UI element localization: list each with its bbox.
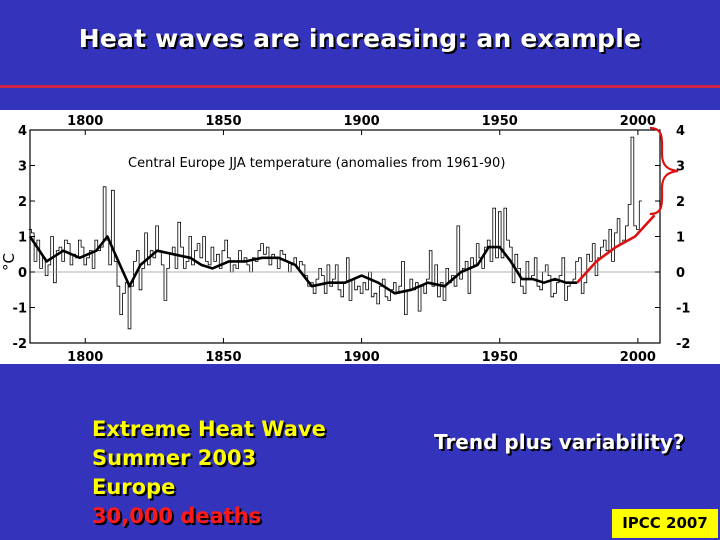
chart-panel: 1800 1800 1850 1850 1900 1900 1950 1950 2000 2000… [0,110,720,364]
y-tick-label-right: -1 [676,302,690,317]
y-tick-label-right: 3 [676,160,685,175]
trend-question: Trend plus variability? [434,430,685,454]
y-tick-label-right: 0 [676,266,685,281]
y-tick-label-left: 1 [18,231,27,246]
x-tick-label-top: 2000 [620,114,656,129]
trend-line [576,214,656,284]
slide-title: Heat waves are increasing: an example [78,24,642,53]
smoothed-series-line [28,235,578,295]
temperature-chart: 1800 1800 1850 1850 1900 1900 1950 1950 2000 2000… [0,114,691,364]
y-tick-label-right: -2 [676,337,690,352]
y-tick-label-right: 4 [676,124,685,139]
x-tick-label-bottom: 1850 [205,350,241,364]
heat-wave-line-1: Extreme Heat Wave [92,417,326,441]
x-tick-label-top: 1900 [343,114,379,129]
chart-title: Central Europe JJA temperature (anomalie… [128,156,505,171]
deaths-line: 30,000 deaths [92,504,262,528]
y-tick-label-left: 2 [18,195,27,210]
x-tick-label-bottom: 2000 [620,350,656,364]
x-axis-ticks: 1800 1800 1850 1850 1900 1900 1950 1950 2000 2000 [67,114,656,364]
y-tick-label-left: 0 [18,266,27,281]
x-tick-label-bottom: 1950 [482,350,518,364]
brace-annotation [649,126,679,216]
x-tick-label-top: 1950 [482,114,518,129]
y-axis-ticks: -2 -2 -1 -1 0 0 1 1 2 2 3 3 4 4 [13,124,691,352]
y-tick-label-right: 1 [676,231,685,246]
x-tick-label-bottom: 1900 [343,350,379,364]
x-tick-label-top: 1800 [67,114,103,129]
y-axis-label: °C [0,253,18,271]
heat-wave-line-2: Summer 2003 [92,446,257,470]
heat-wave-line-3: Europe [92,475,176,499]
title-divider [0,85,720,88]
source-badge: IPCC 2007 [612,509,718,538]
y-tick-label-left: -2 [13,337,27,352]
heat-wave-list: Extreme Heat Wave Summer 2003 Europe 30,… [92,415,326,531]
y-tick-label-left: 3 [18,160,27,175]
x-tick-label-bottom: 1800 [67,350,103,364]
y-tick-label-left: -1 [13,302,27,317]
y-tick-label-left: 4 [18,124,27,139]
y-tick-label-right: 2 [676,195,685,210]
x-tick-label-top: 1850 [205,114,241,129]
